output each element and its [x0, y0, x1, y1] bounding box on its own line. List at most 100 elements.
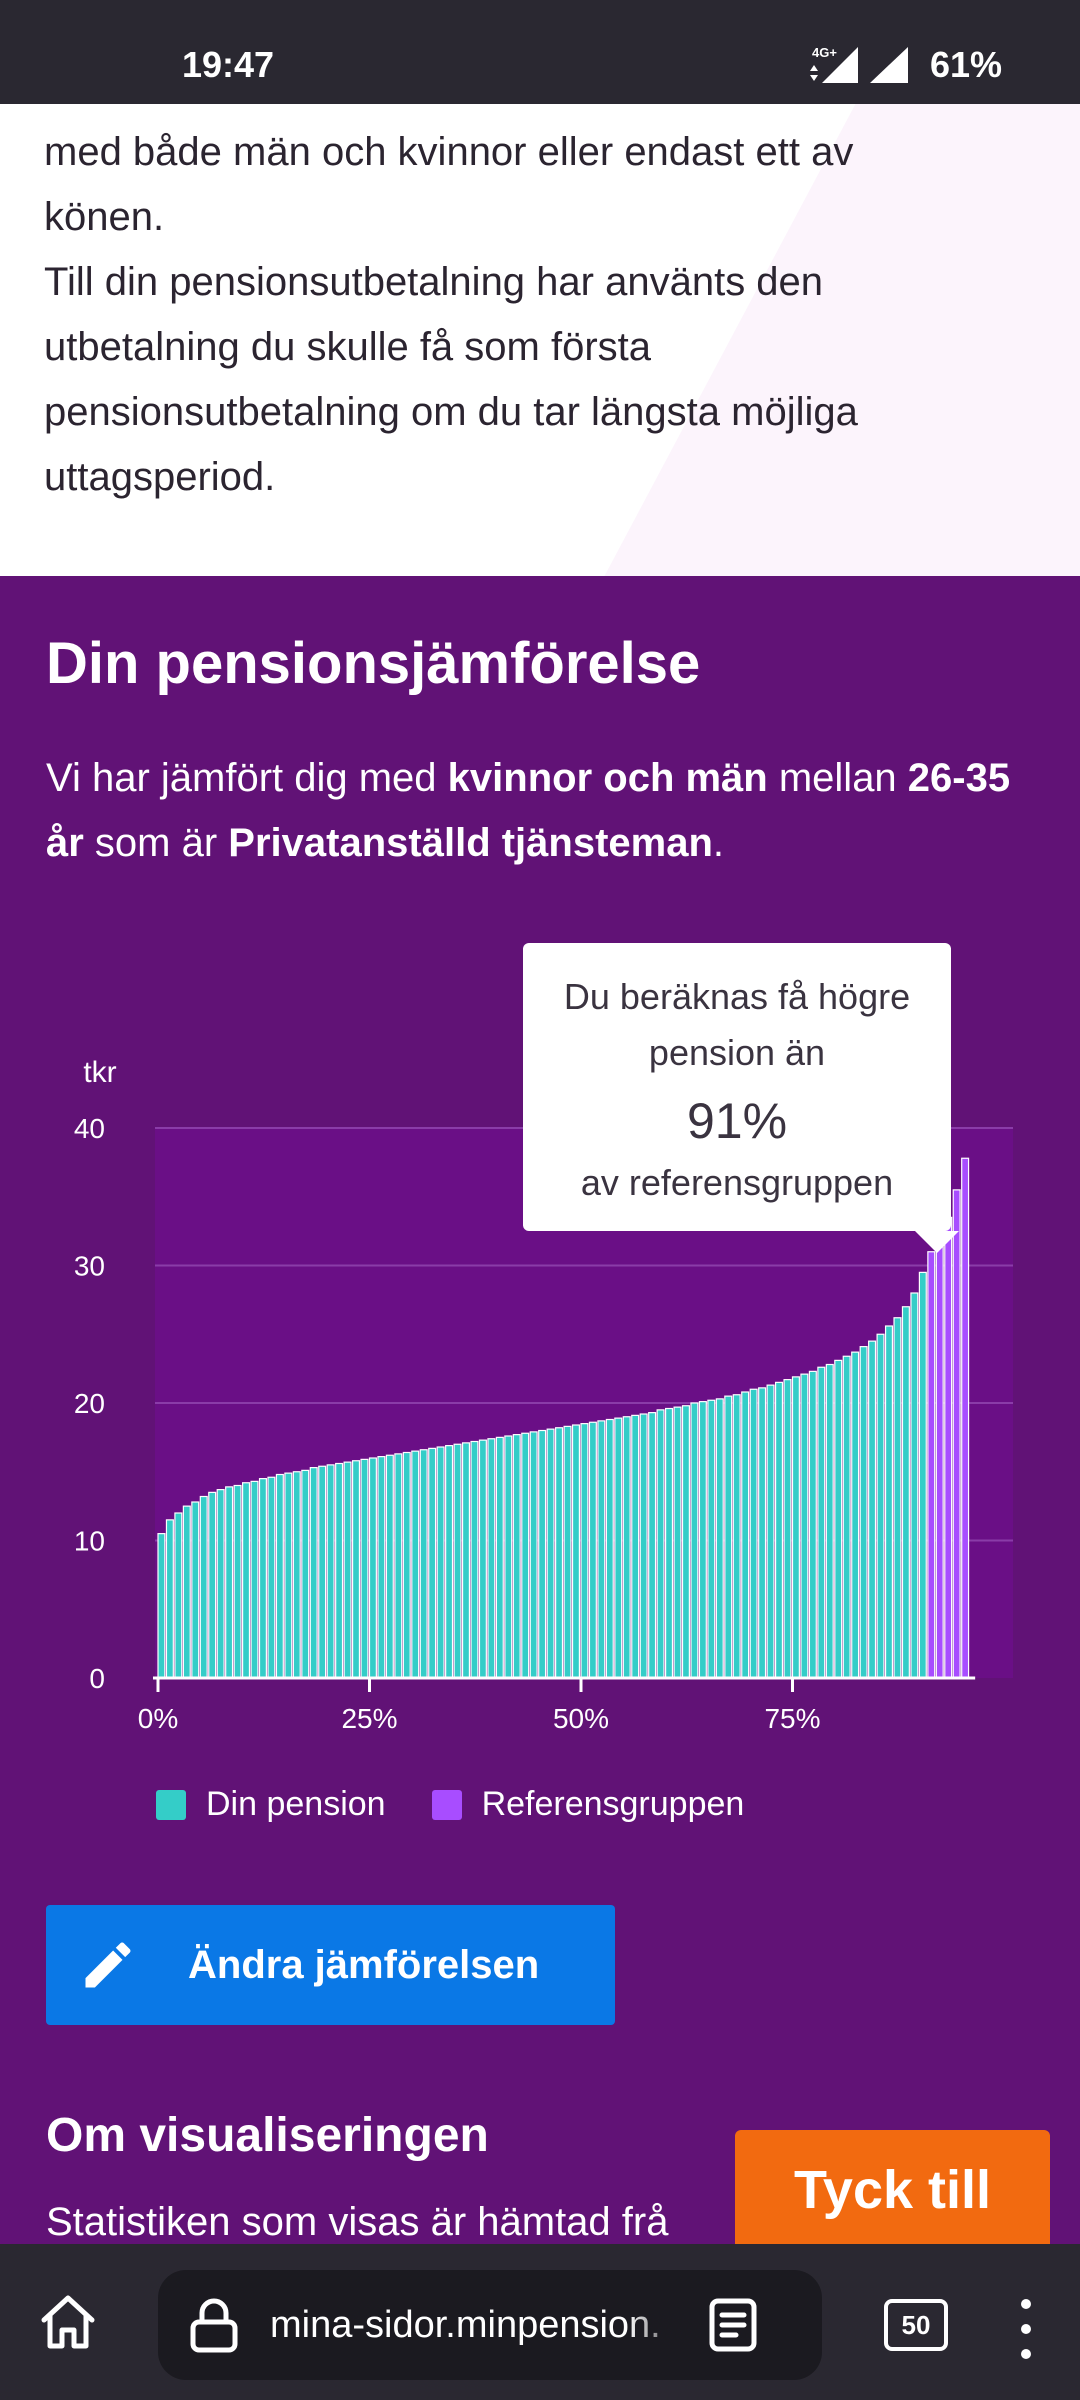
bar-own: [563, 1425, 572, 1679]
bar-own: [707, 1399, 716, 1679]
tooltip-line: pension än: [648, 1032, 826, 1073]
y-tick-label: 40: [74, 1113, 105, 1144]
home-icon[interactable]: [36, 2290, 100, 2354]
info-line: Till din pensionsutbetalning har använts…: [44, 260, 824, 304]
bar-own: [385, 1454, 394, 1679]
intro-text: som är: [83, 821, 229, 865]
intro-gender: kvinnor och män: [447, 756, 768, 800]
bar-own: [571, 1424, 580, 1679]
edit-comparison-button[interactable]: Ändra jämförelsen: [46, 1905, 615, 2025]
bar-own: [368, 1457, 377, 1679]
bar-own: [487, 1438, 496, 1679]
bar-own: [470, 1440, 479, 1679]
bar-own: [605, 1418, 614, 1679]
more-menu-icon[interactable]: [1016, 2294, 1036, 2364]
bar-own: [165, 1519, 174, 1679]
legend-item-own: Din pension: [156, 1785, 386, 1824]
y-tick-label: 20: [74, 1388, 105, 1419]
bar-own: [495, 1436, 504, 1679]
info-line: pensionsutbetalning om du tar längsta mö…: [44, 390, 858, 434]
bar-own: [834, 1359, 843, 1679]
address-bar[interactable]: mina-sidor.minpension.: [158, 2270, 822, 2380]
info-line: könen.: [44, 195, 165, 239]
bar-own: [284, 1472, 293, 1679]
bar-reference: [944, 1216, 953, 1679]
intro-occupation: Privatanställd tjänsteman: [228, 821, 713, 865]
bar-own: [631, 1414, 640, 1679]
bar-own: [538, 1429, 547, 1679]
legend-swatch-ref: [431, 1789, 462, 1820]
bar-own: [546, 1428, 555, 1679]
status-time: 19:47: [182, 44, 275, 85]
bar-own: [419, 1449, 428, 1679]
intro-text: mellan: [767, 756, 908, 800]
pension-comparison-chart: 0 10 20 30 40 tkr 0% 25% 50% 75%: [74, 1056, 1013, 1734]
comparison-intro: Vi har jämfört dig med kvinnor och män m…: [46, 746, 1046, 876]
bar-own: [191, 1501, 200, 1679]
info-line: utbetalning du skulle få som första: [44, 325, 652, 369]
bar-own: [318, 1465, 327, 1679]
tooltip-text: Du beräknas få högre pension än: [523, 969, 951, 1081]
bar-own: [512, 1434, 521, 1679]
signal-strength-icon: [869, 47, 908, 83]
bar-own: [335, 1462, 344, 1679]
chart-legend: Din pension Referensgruppen: [156, 1785, 790, 1824]
tabs-button[interactable]: 50: [884, 2299, 948, 2351]
y-tick-label: 10: [74, 1526, 105, 1557]
bar-own: [250, 1480, 259, 1679]
bar-own: [884, 1325, 894, 1679]
tooltip-line: Du beräknas få högre: [563, 976, 911, 1017]
bar-own: [698, 1401, 707, 1679]
bar-own: [597, 1420, 606, 1679]
reader-mode-icon[interactable]: [708, 2297, 758, 2353]
bar-own: [842, 1355, 851, 1679]
info-line: med både män och kvinnor eller endast et…: [44, 130, 854, 174]
bar-own: [504, 1435, 513, 1679]
bar-reference: [935, 1237, 944, 1679]
bar-own: [478, 1439, 487, 1679]
bar-own: [242, 1482, 251, 1679]
bar-own: [749, 1388, 758, 1679]
bar-own: [724, 1395, 733, 1679]
bar-own: [233, 1484, 242, 1679]
info-paragraph: med både män och kvinnor eller endast et…: [0, 104, 1080, 510]
bar-own: [580, 1423, 589, 1679]
bar-reference: [927, 1251, 936, 1679]
x-tick-label: 50%: [553, 1703, 609, 1734]
bar-own: [445, 1445, 454, 1679]
bar-own: [588, 1421, 597, 1679]
bar-own: [639, 1413, 648, 1679]
bar-own: [622, 1416, 631, 1679]
status-bar: 19:47 4G+ 61%: [0, 0, 1080, 104]
bar-own: [876, 1333, 885, 1679]
bar-own: [351, 1460, 361, 1679]
bar-own: [428, 1447, 437, 1679]
x-tick-label: 0%: [138, 1703, 178, 1734]
bar-own: [275, 1473, 284, 1679]
bar-own: [648, 1412, 657, 1679]
bar-own: [199, 1495, 208, 1679]
bar-own: [411, 1450, 420, 1679]
bar-own: [715, 1398, 724, 1679]
bar-own: [174, 1512, 183, 1679]
feedback-button[interactable]: Tyck till: [735, 2130, 1050, 2250]
bar-reference: [952, 1189, 961, 1679]
url-text: mina-sidor.minpension.: [270, 2303, 661, 2346]
bar-own: [901, 1306, 910, 1679]
bar-own: [267, 1476, 276, 1679]
about-text: Statistiken som visas är hämtad frå: [46, 2200, 669, 2244]
bar-own: [673, 1406, 682, 1679]
bar-own: [774, 1381, 784, 1679]
pension-info-section: med både män och kvinnor eller endast et…: [0, 104, 1080, 576]
y-tick-label: 30: [74, 1251, 105, 1282]
mobile-signal-icon: 4G+: [809, 45, 858, 83]
bar-own: [690, 1402, 699, 1679]
bar-reference: [961, 1157, 970, 1679]
bar-own: [461, 1442, 471, 1679]
bar-own: [326, 1464, 335, 1679]
bar-own: [529, 1431, 538, 1679]
bar-own: [453, 1443, 462, 1679]
edit-button-label: Ändra jämförelsen: [188, 1942, 540, 1987]
tooltip-percent: 91%: [686, 1093, 788, 1149]
bar-own: [800, 1373, 809, 1679]
